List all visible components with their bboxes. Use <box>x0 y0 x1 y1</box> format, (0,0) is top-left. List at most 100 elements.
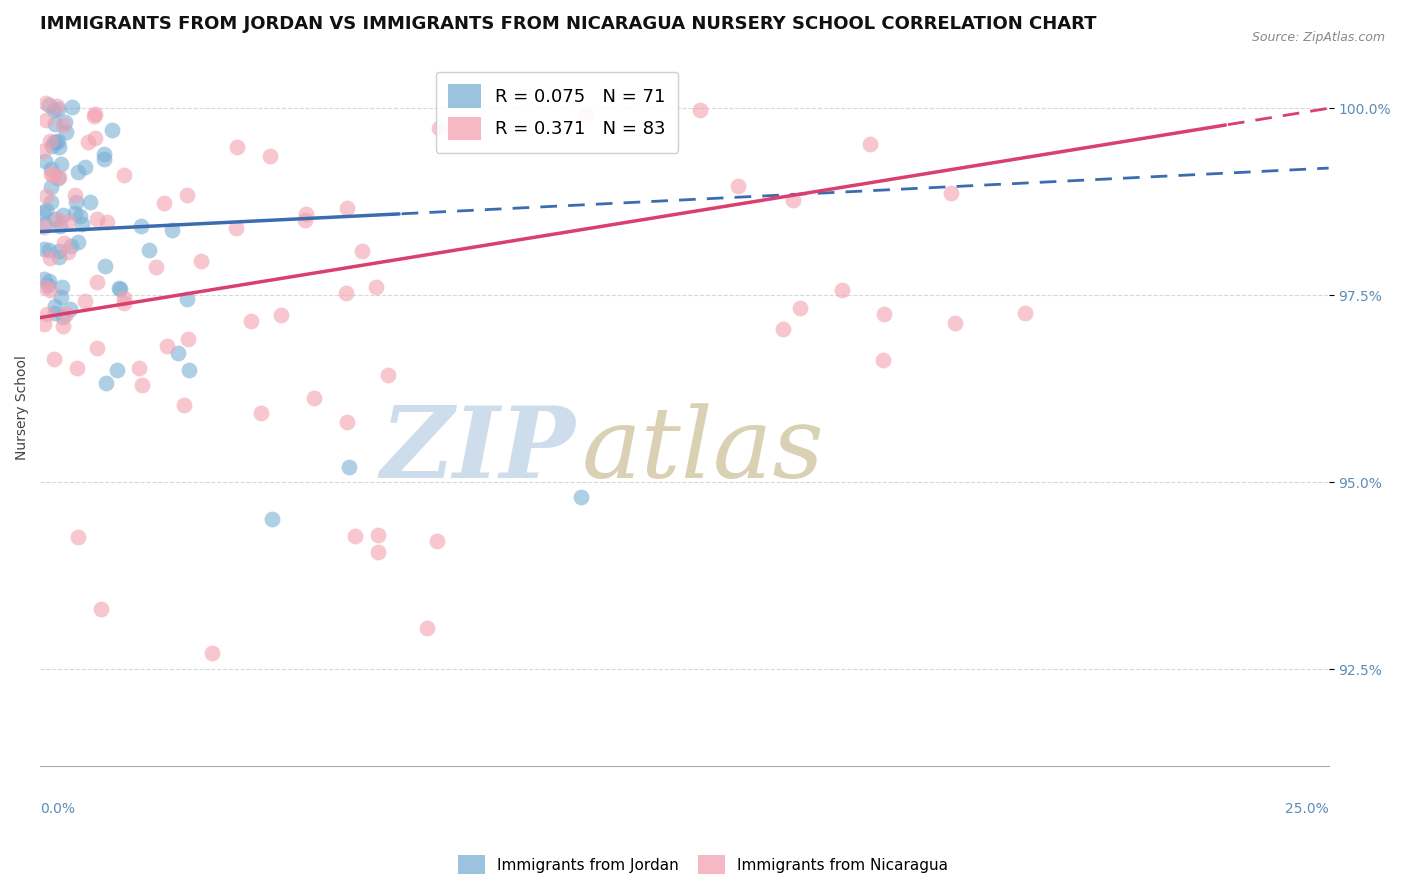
Point <box>107 281 129 295</box>
Point <box>337 460 360 475</box>
Point <box>73 160 96 174</box>
Point <box>48 139 70 153</box>
Point <box>226 140 249 154</box>
Point <box>83 110 105 124</box>
Point <box>48 244 70 259</box>
Point <box>108 282 131 296</box>
Point <box>38 274 60 288</box>
Point <box>96 215 118 229</box>
Point <box>45 135 67 149</box>
Point <box>34 154 56 169</box>
Point <box>56 244 79 259</box>
Point <box>377 368 399 382</box>
Point <box>249 406 271 420</box>
Point <box>177 363 200 377</box>
Point <box>90 602 112 616</box>
Point <box>55 125 77 139</box>
Point <box>49 157 72 171</box>
Point <box>367 544 389 558</box>
Point <box>336 415 359 429</box>
Point <box>35 113 58 128</box>
Point <box>55 307 77 321</box>
Point <box>772 321 794 335</box>
Point <box>426 533 449 548</box>
Point <box>60 100 83 114</box>
Point <box>52 118 75 132</box>
Point <box>427 120 450 135</box>
Point <box>859 136 882 151</box>
Point <box>129 219 152 233</box>
Point <box>39 135 62 149</box>
Point <box>37 278 59 293</box>
Point <box>295 207 318 221</box>
Point <box>52 319 75 334</box>
Point <box>48 250 70 264</box>
Point <box>32 145 55 159</box>
Point <box>44 306 66 320</box>
Point <box>52 310 75 325</box>
Point <box>44 118 66 132</box>
Point <box>44 299 66 313</box>
Point <box>270 308 292 322</box>
Point <box>48 170 70 185</box>
Point <box>145 260 167 274</box>
Point <box>34 243 56 257</box>
Point <box>46 98 69 112</box>
Point <box>352 244 374 258</box>
Point <box>131 377 153 392</box>
Point <box>689 103 711 117</box>
Point <box>32 317 55 331</box>
Point <box>66 165 89 179</box>
Point <box>70 217 93 231</box>
Point <box>52 209 75 223</box>
Point <box>176 293 198 307</box>
Point <box>176 188 198 202</box>
Point <box>343 529 366 543</box>
Point <box>86 212 108 227</box>
Point <box>39 194 62 209</box>
Text: Source: ZipAtlas.com: Source: ZipAtlas.com <box>1251 31 1385 45</box>
Point <box>335 286 357 301</box>
Point <box>93 153 115 167</box>
Point <box>107 362 129 376</box>
Point <box>93 147 115 161</box>
Point <box>37 307 59 321</box>
Point <box>39 167 62 181</box>
Point <box>112 168 135 182</box>
Point <box>153 196 176 211</box>
Text: IMMIGRANTS FROM JORDAN VS IMMIGRANTS FROM NICARAGUA NURSERY SCHOOL CORRELATION C: IMMIGRANTS FROM JORDAN VS IMMIGRANTS FRO… <box>41 15 1097 33</box>
Text: atlas: atlas <box>581 403 824 498</box>
Point <box>872 353 894 368</box>
Point <box>44 135 66 149</box>
Point <box>872 307 894 321</box>
Point <box>67 530 90 544</box>
Point <box>46 213 69 227</box>
Point <box>46 170 69 185</box>
Point <box>128 361 150 376</box>
Point <box>53 115 76 129</box>
Point <box>66 361 89 376</box>
Point <box>569 490 592 504</box>
Y-axis label: Nursery School: Nursery School <box>15 355 30 459</box>
Point <box>167 345 190 359</box>
Point <box>46 102 69 116</box>
Point <box>240 313 263 327</box>
Point <box>831 283 853 297</box>
Point <box>86 275 108 289</box>
Point <box>259 149 281 163</box>
Point <box>138 243 160 257</box>
Point <box>32 272 55 286</box>
Point <box>35 189 58 203</box>
Point <box>49 290 72 304</box>
Point <box>304 392 326 406</box>
Point <box>943 316 966 330</box>
Point <box>65 195 87 210</box>
Point <box>52 235 75 250</box>
Point <box>60 239 83 253</box>
Point <box>96 376 118 390</box>
Legend: Immigrants from Jordan, Immigrants from Nicaragua: Immigrants from Jordan, Immigrants from … <box>451 849 955 880</box>
Point <box>86 342 108 356</box>
Point <box>34 280 56 294</box>
Point <box>160 223 183 237</box>
Point <box>83 106 105 120</box>
